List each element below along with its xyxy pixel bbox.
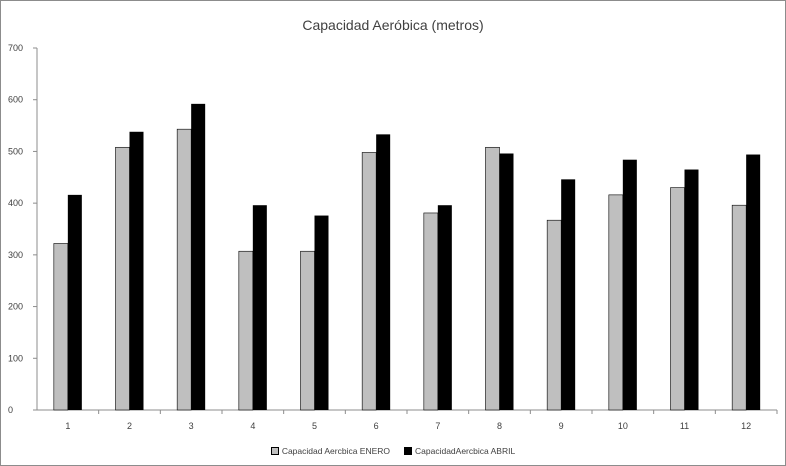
bar-abril-4 [252,205,267,410]
bar-abril-12 [746,154,761,410]
legend-item-enero: Capacidad Aercbica ENERO [270,446,391,456]
x-tick-label: 12 [741,421,751,431]
y-tick-label: 200 [8,302,23,312]
x-tick-label: 2 [127,421,132,431]
x-tick-label: 11 [680,421,689,431]
y-tick-label: 500 [8,146,23,156]
bar-enero-11 [670,187,685,411]
bar-enero-4 [238,250,254,411]
chart-axes [33,47,778,414]
x-tick-label: 4 [250,421,255,431]
legend-label-enero: Capacidad Aercbica ENERO [281,446,391,456]
y-tick-label: 0 [8,405,13,415]
x-tick-label: 7 [435,421,440,431]
y-tick-label: 600 [8,95,23,105]
y-tick-label: 300 [8,250,23,260]
bar-enero-3 [176,128,192,411]
y-tick-label: 400 [8,198,23,208]
bar-abril-5 [314,215,329,410]
bar-abril-8 [499,153,514,411]
legend-swatch-enero [270,447,279,455]
x-tick-label: 10 [618,421,628,431]
x-tick-label: 1 [65,421,70,431]
bar-enero-6 [361,152,377,411]
bar-enero-2 [115,146,130,411]
bar-enero-1 [53,243,69,411]
y-tick-label: 100 [8,353,23,363]
bar-enero-10 [608,194,624,411]
bar-abril-9 [561,179,576,410]
y-tick-label: 700 [8,43,23,53]
legend-item-abril: CapacidadAercbica ABRIL [404,446,515,456]
legend-swatch-abril [404,447,413,455]
bar-enero-12 [731,204,747,411]
x-tick-label: 3 [189,421,194,431]
chart-title: Capacidad Aeróbica (metros) [302,17,484,33]
bar-abril-2 [129,131,144,410]
bar-enero-8 [485,146,500,411]
x-tick-label: 6 [374,421,379,431]
bar-abril-7 [437,205,452,410]
bar-enero-5 [300,250,315,411]
chart-bars [53,103,761,411]
x-tick-label: 5 [312,421,317,431]
bar-enero-9 [546,219,562,411]
legend-label-abril: CapacidadAercbica ABRIL [415,446,516,456]
bar-abril-10 [622,159,637,410]
bar-abril-6 [376,134,391,410]
bar-enero-7 [423,212,439,411]
bar-abril-3 [191,103,206,410]
bar-abril-1 [67,194,82,410]
x-tick-label: 8 [497,421,502,431]
chart-legend: Capacidad Aercbica ENERO CapacidadAercbi… [0,446,786,456]
bar-abril-11 [684,169,699,410]
x-tick-label: 9 [559,421,564,431]
